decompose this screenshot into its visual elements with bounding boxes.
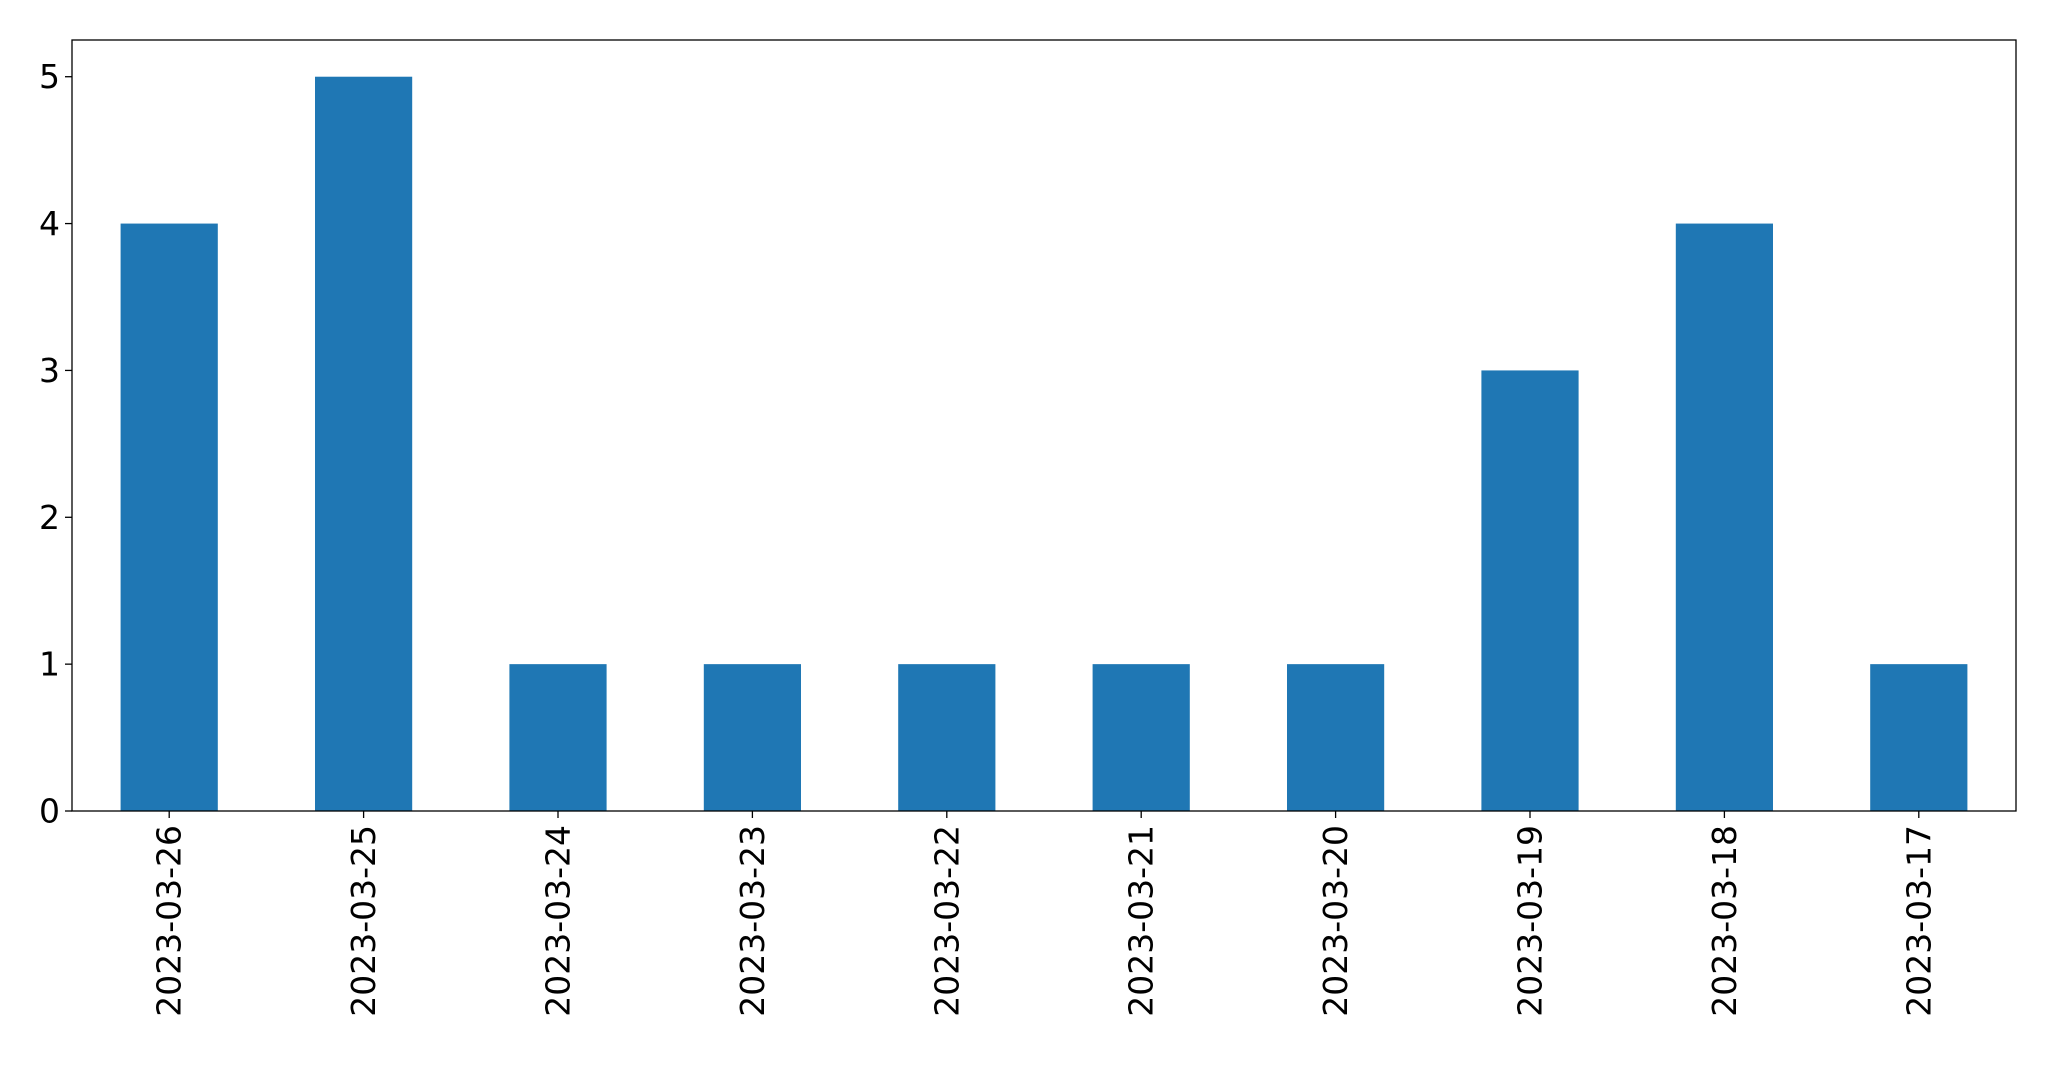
- bar-2023-03-19: [1481, 370, 1579, 811]
- bar-2023-03-26: [120, 223, 218, 812]
- bar-2023-03-17: [1870, 664, 1968, 811]
- y-tick-label: 5: [39, 57, 60, 96]
- y-tick-label: 3: [39, 351, 60, 390]
- y-tick-label: 2: [39, 498, 60, 537]
- bars-layer: [120, 76, 1968, 812]
- x-axis: 2023-03-26 2023-03-25 2023-03-24 2023-03-23…: [150, 811, 1938, 1017]
- bar-2023-03-23: [703, 664, 801, 811]
- bar-2023-03-18: [1675, 223, 1773, 812]
- x-tick-label: 2023-03-23: [733, 825, 772, 1017]
- x-tick-label: 2023-03-19: [1511, 825, 1550, 1017]
- y-axis: 0 1 2 3 4 5: [39, 57, 72, 831]
- x-tick-label: 2023-03-25: [344, 825, 383, 1017]
- x-tick-label: 2023-03-21: [1122, 825, 1161, 1017]
- bar-2023-03-21: [1092, 664, 1190, 811]
- bar-2023-03-20: [1287, 664, 1385, 811]
- x-tick-label: 2023-03-17: [1899, 825, 1938, 1017]
- x-tick-label: 2023-03-26: [150, 825, 189, 1017]
- x-tick-label: 2023-03-24: [539, 825, 578, 1017]
- bar-2023-03-24: [509, 664, 607, 811]
- x-tick-label: 2023-03-22: [927, 825, 966, 1017]
- bar-2023-03-25: [315, 76, 413, 811]
- bar-2023-03-22: [898, 664, 996, 811]
- x-tick-label: 2023-03-18: [1705, 825, 1744, 1017]
- plot-frame: [71, 39, 2017, 812]
- y-tick-label: 0: [39, 792, 60, 831]
- x-tick-label: 2023-03-20: [1316, 825, 1355, 1017]
- y-tick-label: 4: [39, 204, 60, 243]
- y-tick-label: 1: [39, 645, 60, 684]
